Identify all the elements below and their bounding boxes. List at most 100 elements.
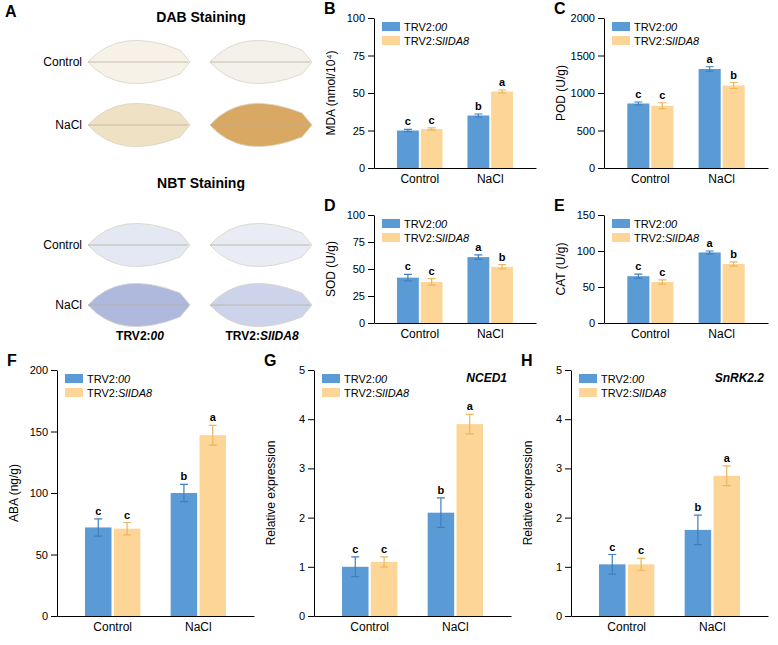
leaf-vein bbox=[88, 305, 188, 306]
tick-label: NaCl bbox=[708, 327, 735, 341]
figure: ADAB StainingControlNaClNBT StainingCont… bbox=[0, 0, 778, 645]
leaf bbox=[210, 223, 312, 266]
significance-letter: c bbox=[429, 114, 435, 126]
tick: 2 bbox=[556, 512, 571, 524]
name-part: TRV2: bbox=[634, 232, 665, 244]
plot: cacb0255075100ControlNaClTRV2:00TRV2:SlI… bbox=[347, 209, 537, 341]
legend-label: TRV2:00 bbox=[634, 218, 678, 230]
tick-label: 0 bbox=[589, 317, 595, 329]
axis-line bbox=[605, 168, 769, 169]
tick-label: 2000 bbox=[571, 12, 595, 24]
legend-item: TRV2:SlIDA8 bbox=[612, 232, 700, 244]
legend-label: TRV2:SlIDA8 bbox=[634, 35, 700, 47]
error-bar bbox=[634, 274, 642, 278]
tick-label: NaCl bbox=[708, 172, 735, 186]
x-axis: Control NaCl bbox=[375, 323, 537, 341]
legend: TRV2:00TRV2:SlIDA8 bbox=[382, 218, 470, 244]
name-part: SlIDA8 bbox=[665, 35, 700, 47]
tick-label: Control bbox=[400, 327, 439, 341]
axis-line bbox=[58, 616, 255, 617]
tick-label: 4 bbox=[556, 413, 562, 425]
bar bbox=[171, 493, 198, 616]
tick: Control bbox=[400, 323, 439, 341]
bar bbox=[713, 476, 740, 616]
name-part: TRV2: bbox=[87, 387, 118, 399]
tick: Control bbox=[631, 168, 670, 186]
legend-label: TRV2:SlIDA8 bbox=[404, 35, 470, 47]
tick-label: NaCl bbox=[699, 620, 726, 634]
significance-letter: b bbox=[499, 251, 506, 263]
tick-mark bbox=[565, 616, 571, 617]
tick-label: 25 bbox=[353, 290, 365, 302]
significance-letter: b bbox=[181, 470, 188, 482]
tick: NaCl bbox=[699, 616, 726, 634]
tick: 0 bbox=[42, 610, 57, 622]
tick-label: 3 bbox=[556, 462, 562, 474]
axis-title: POD (U/g) bbox=[554, 65, 568, 121]
name-part: TRV2: bbox=[634, 218, 665, 230]
bar bbox=[491, 92, 513, 169]
tick-mark bbox=[598, 18, 604, 19]
bar bbox=[114, 529, 141, 616]
tick-label: NaCl bbox=[477, 327, 504, 341]
significance-letter: b bbox=[730, 248, 737, 260]
axis-line bbox=[375, 323, 537, 324]
legend: TRV2:00TRV2:SlIDA8 bbox=[579, 373, 667, 399]
tick: 100 bbox=[30, 487, 57, 499]
axis-line bbox=[604, 19, 605, 169]
tick: 0 bbox=[359, 317, 374, 329]
significance-letter: c bbox=[609, 541, 615, 553]
tick-mark bbox=[308, 616, 314, 617]
tick-mark bbox=[565, 370, 571, 371]
leaf-vein bbox=[210, 305, 310, 306]
tick-mark bbox=[565, 567, 571, 568]
tick: 50 bbox=[583, 281, 604, 293]
name-part: SlIDA8 bbox=[260, 329, 299, 343]
name-part: TRV2: bbox=[634, 21, 665, 33]
tick: NaCl bbox=[708, 168, 735, 186]
leaf-vein bbox=[88, 62, 188, 63]
significance-letter: a bbox=[499, 76, 506, 88]
tick-label: 5 bbox=[556, 364, 562, 376]
tick: 75 bbox=[353, 236, 374, 248]
significance-letter: a bbox=[707, 53, 714, 65]
tick-label: NaCl bbox=[185, 620, 212, 634]
plot: cbca050100150200ControlNaClTRV2:00TRV2:S… bbox=[30, 364, 255, 634]
significance-letter: c bbox=[635, 88, 641, 100]
tick: 1500 bbox=[571, 50, 604, 62]
chart-title: SnRK2.2 bbox=[715, 371, 765, 385]
tick: 100 bbox=[577, 245, 604, 257]
leaf bbox=[210, 283, 312, 326]
axis-line bbox=[374, 216, 375, 324]
significance-letter: b bbox=[695, 501, 702, 513]
name-part: SlIDA8 bbox=[632, 387, 667, 399]
bar bbox=[199, 435, 226, 616]
name-part: TRV2: bbox=[404, 232, 435, 244]
tick-mark bbox=[598, 251, 604, 252]
bar bbox=[397, 131, 419, 169]
axis-line bbox=[315, 616, 512, 617]
tick-label: 3 bbox=[299, 462, 305, 474]
tick: 5 bbox=[299, 364, 314, 376]
name-part: TRV2: bbox=[225, 329, 259, 343]
name-part: 00 bbox=[435, 218, 448, 230]
tick: NaCl bbox=[477, 323, 504, 341]
tick: 50 bbox=[353, 87, 374, 99]
tick-label: 150 bbox=[30, 426, 48, 438]
significance-letter: b bbox=[730, 69, 737, 81]
panel-letter: C bbox=[554, 0, 566, 17]
tick: 5 bbox=[556, 364, 571, 376]
tick: 1000 bbox=[571, 87, 604, 99]
axis-title: Relative expression bbox=[521, 441, 535, 546]
axis-line bbox=[314, 371, 315, 617]
name-part: SlIDA8 bbox=[435, 232, 470, 244]
error-bar bbox=[123, 523, 131, 535]
tick-label: 1 bbox=[556, 561, 562, 573]
tick-label: 1 bbox=[299, 561, 305, 573]
tick-label: 100 bbox=[30, 487, 48, 499]
bar bbox=[651, 282, 673, 323]
tick-mark bbox=[308, 567, 314, 568]
y-axis: 050100150 bbox=[577, 209, 605, 329]
significance-letter: c bbox=[405, 260, 411, 272]
bar bbox=[628, 564, 655, 616]
